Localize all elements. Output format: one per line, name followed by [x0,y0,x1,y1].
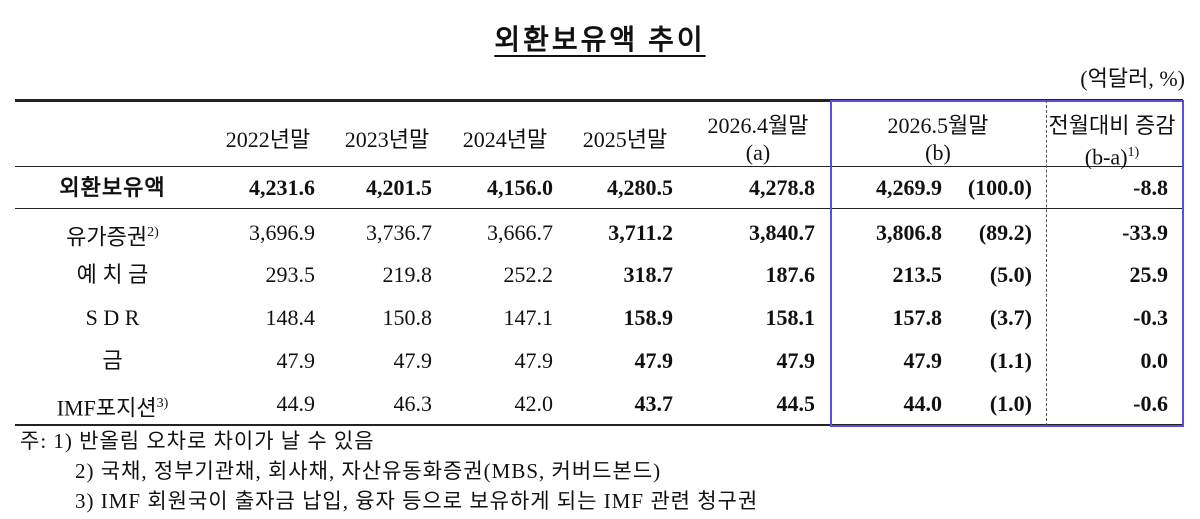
column-header: (b) [828,140,1048,166]
footnote-mark: 3) [156,396,169,411]
row-label: 유가증권2) [15,220,210,250]
cell: 3,736.7 [366,220,432,245]
column-header: (b-a)1) [1002,140,1200,170]
cell: -33.9 [1122,220,1168,245]
cell: -0.3 [1133,305,1168,330]
cell: 187.6 [765,262,816,287]
cell: 47.9 [634,348,674,373]
row-label: 외환보유액 [15,175,210,201]
header-text: 2026.5월말 [887,113,989,138]
label-text: 예 치 금 [76,262,149,287]
cell: 25.9 [1129,262,1169,287]
header-text: 2022년말 [225,127,311,152]
row-label: S D R [15,305,210,331]
column-header: 2023년말 [277,127,497,153]
cell: 47.9 [514,348,554,373]
cell: (89.2) [978,220,1032,245]
cell: 47.9 [276,348,316,373]
note: 2) 국채, 정부기관채, 회사채, 자산유동화증권(MBS, 커버드본드) [75,459,662,483]
cell: 158.9 [623,305,674,330]
cell: (1.1) [989,348,1032,373]
title: 외환보유액 추이 [494,25,706,56]
cell: -8.8 [1133,175,1168,200]
rule [15,166,1183,167]
column-header: 2026.5월말 [828,113,1048,139]
cell: 252.2 [503,262,554,287]
cell: 158.1 [765,305,816,330]
cell: 150.8 [382,305,433,330]
cell: 44.5 [776,391,816,416]
cell: 4,278.8 [749,175,815,200]
note: 주: 1) 반올림 오차로 차이가 날 수 있음 [20,429,375,453]
cell: 47.9 [903,348,943,373]
cell: 4,156.0 [487,175,553,200]
header-text: (b-a) [1084,144,1128,170]
row-label: 금 [15,348,210,374]
cell: (1.0) [989,391,1032,416]
label-text: 외환보유액 [59,175,166,200]
header-text: (b) [925,140,951,165]
cell: 293.5 [265,262,316,287]
highlight-box [830,100,1184,427]
cell: 3,711.2 [608,220,673,245]
cell: 3,696.9 [249,220,315,245]
rule [15,99,1183,102]
header-text: (a) [745,140,771,165]
header-text: 2025년말 [582,127,668,152]
cell: 157.8 [892,305,943,330]
row-label: IMF포지션3) [15,391,210,421]
cell: 47.9 [776,348,816,373]
divider [1046,100,1048,426]
label-text: S D R [85,305,140,330]
note: 3) IMF 회원국이 출자금 납입, 융자 등으로 보유하게 되는 IMF 관… [75,489,759,513]
cell: 44.9 [276,391,316,416]
cell: -0.6 [1133,391,1168,416]
cell: 3,840.7 [749,220,815,245]
column-header: (a) [648,140,868,166]
cell: 147.1 [503,305,554,330]
column-header: 2026.4월말 [648,113,868,139]
label-text: IMF포지션 [56,395,157,421]
label-text: 유가증권 [66,224,148,250]
row-label: 예 치 금 [15,262,210,288]
cell: (5.0) [989,262,1032,287]
cell: 43.7 [634,391,674,416]
header-text: 2024년말 [462,127,548,152]
header-text: 전월대비 증감 [1048,113,1176,138]
column-header: 2024년말 [395,127,615,153]
cell: 219.8 [382,262,433,287]
cell: 44.0 [903,391,943,416]
header-text: 2026.4월말 [707,113,809,138]
cell: (3.7) [989,305,1032,330]
cell: 4,231.6 [249,175,315,200]
footnote-mark: 2) [147,225,159,240]
label-text: 금 [102,348,123,373]
cell: 213.5 [892,262,943,287]
cell: 3,806.8 [876,220,942,245]
cell: 4,269.9 [876,175,942,200]
rule [15,424,1183,426]
cell: 47.9 [393,348,433,373]
column-header: 2025년말 [515,127,735,153]
cell: 42.0 [514,391,554,416]
cell: 3,666.7 [487,220,553,245]
rule [15,208,1183,209]
footnote-mark: 1) [1127,145,1140,160]
cell: 4,280.5 [607,175,673,200]
column-header: 2022년말 [158,127,378,153]
unit: (억달러, %) [1080,66,1185,91]
header-text: 2023년말 [344,127,430,152]
cell: 318.7 [623,262,674,287]
cell: (100.0) [967,175,1032,200]
cell: 4,201.5 [366,175,432,200]
cell: 148.4 [265,305,316,330]
column-header: 전월대비 증감 [1002,113,1200,139]
cell: 46.3 [393,391,433,416]
cell: 0.0 [1140,348,1169,373]
